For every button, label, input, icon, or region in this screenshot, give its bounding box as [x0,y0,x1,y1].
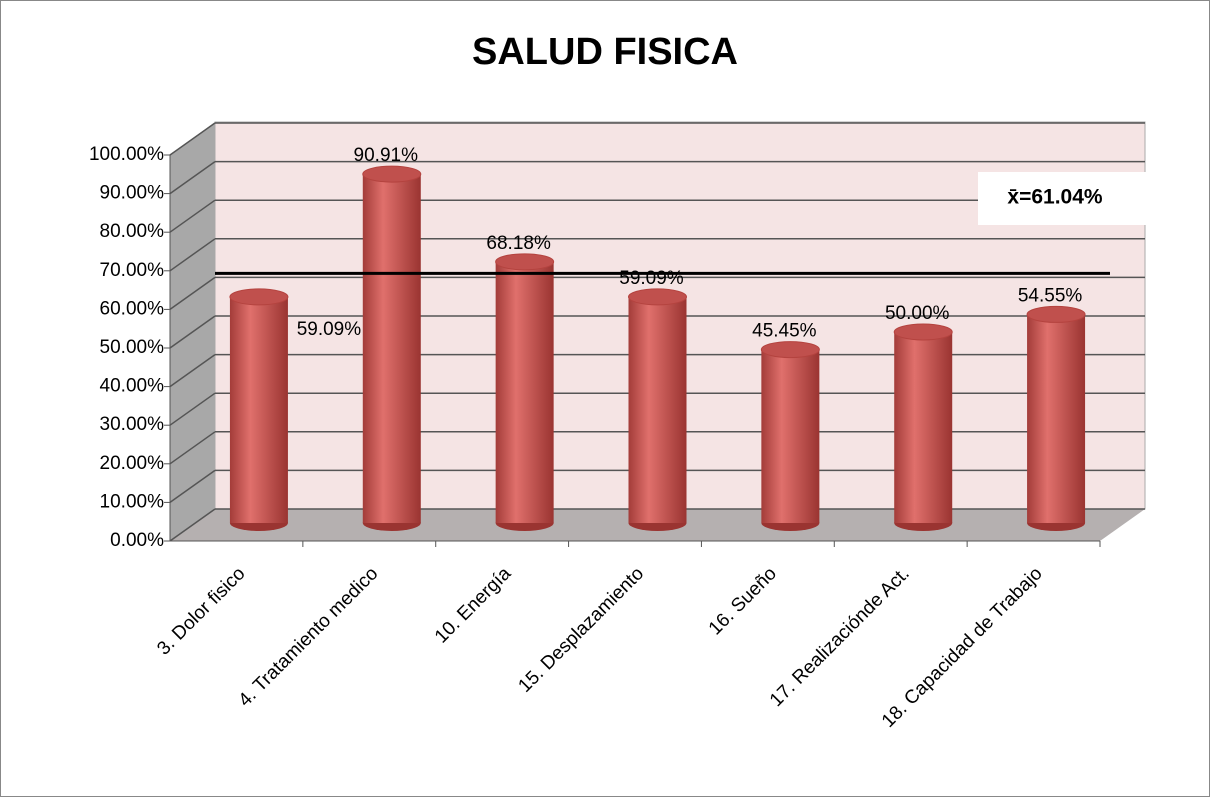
bar [894,332,953,523]
y-tick-label: 70.00% [100,260,165,281]
value-label: 59.09% [297,319,362,340]
bar [761,349,820,523]
value-label: 59.09% [619,268,684,289]
bar [229,296,288,523]
value-label: 54.55% [1018,285,1083,306]
y-tick-label: 60.00% [100,298,165,319]
side-grid-line [169,508,216,542]
bar-top [229,288,289,306]
side-grid-line [169,238,216,272]
bar [495,261,554,523]
bar [628,296,687,523]
y-tick-label: 90.00% [100,183,165,204]
side-grid-line [169,276,216,311]
bar [1027,314,1086,523]
value-label: 50.00% [885,303,950,324]
mean-label: x̄=61.04% [1007,186,1102,209]
y-tick-label: 30.00% [100,414,165,435]
side-grid-line [169,122,216,156]
bar-top [893,323,953,341]
y-tick-label: 0.00% [110,530,164,551]
bar-top [628,288,687,306]
side-grid-line [169,469,216,504]
side-grid-line [169,431,216,465]
side-grid-line [169,315,216,349]
side-grid-line [169,199,216,233]
y-tick-label: 100.00% [89,144,164,165]
side-grid-line [169,392,216,426]
y-tick-label: 80.00% [100,221,165,242]
value-label: 68.18% [486,233,551,254]
y-tick-label: 20.00% [100,453,165,474]
bar-top [760,341,820,359]
bar-top [1026,305,1086,323]
y-tick-label: 10.00% [100,491,165,512]
y-tick-label: 50.00% [100,337,165,358]
mean-label-box [978,172,1148,225]
value-label: 90.91% [354,145,419,166]
bar [362,174,421,523]
bar-top [495,253,555,271]
value-label: 45.45% [752,321,817,342]
bar-top [362,165,422,183]
side-grid-line [169,160,216,195]
side-grid-line [169,353,216,388]
y-tick-label: 40.00% [100,376,165,397]
chart-title: SALUD FISICA [472,31,738,73]
